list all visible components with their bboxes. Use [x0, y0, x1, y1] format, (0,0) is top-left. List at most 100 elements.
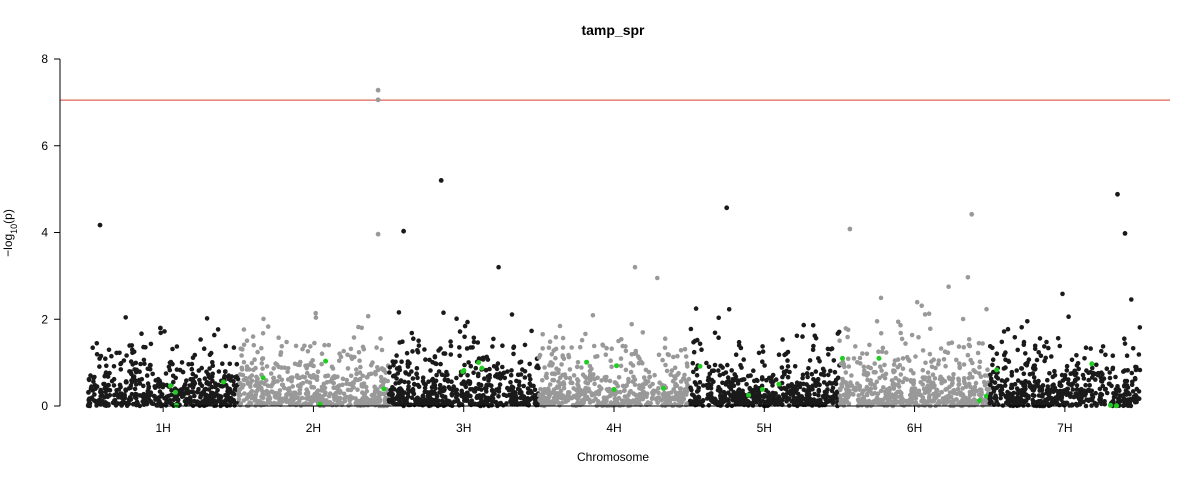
snp-point: [898, 372, 904, 377]
snp-point: [145, 366, 151, 372]
snp-point: [792, 364, 798, 369]
snp-point: [967, 393, 973, 398]
snp-point: [895, 357, 901, 362]
snp-point: [992, 380, 998, 385]
snp-point: [223, 382, 229, 388]
snp-point: [929, 364, 935, 370]
snp-point: [294, 374, 300, 379]
snp-point: [438, 361, 443, 367]
snp-point: [436, 348, 441, 353]
snp-point: [706, 403, 712, 408]
snp-point: [378, 336, 383, 341]
snp-point: [446, 398, 452, 404]
snp-point: [239, 353, 244, 358]
snp-point: [1074, 387, 1080, 392]
snp-point: [1023, 379, 1028, 384]
snp-point: [643, 367, 649, 373]
snp-point: [838, 398, 844, 403]
snp-point: [769, 399, 775, 404]
snp-point: [92, 392, 97, 397]
snp-point: [916, 335, 921, 340]
snp-point: [124, 353, 129, 358]
snp-point: [124, 403, 130, 409]
snp-point: [807, 392, 812, 397]
x-tick-label-7h: 7H: [1057, 421, 1072, 435]
snp-point: [589, 391, 595, 396]
points-6h: [837, 275, 992, 409]
snp-point: [553, 346, 559, 352]
snp-point: [1094, 362, 1099, 368]
snp-point: [455, 391, 460, 397]
snp-point: [688, 326, 694, 332]
snp-point: [832, 369, 838, 375]
snp-point: [1064, 368, 1070, 373]
snp-point: [816, 356, 821, 361]
snp-point: [840, 380, 846, 386]
snp-point: [375, 395, 380, 400]
snp-point: [163, 403, 169, 408]
snp-point: [872, 361, 877, 366]
snp-point: [939, 389, 944, 395]
snp-point: [1027, 384, 1033, 390]
snp-point: [468, 363, 474, 369]
snp-point: [442, 377, 448, 383]
y-tick-label: 0: [41, 399, 48, 413]
snp-point: [522, 342, 528, 348]
snp-point: [321, 388, 326, 394]
snp-point: [180, 394, 186, 399]
snp-point: [422, 389, 428, 395]
snp-point: [1060, 391, 1065, 397]
snp-point: [511, 351, 516, 357]
snp-point: [348, 346, 354, 352]
highlight-points-3h: [460, 360, 485, 375]
x-tick-label-2h: 2H: [306, 421, 321, 435]
snp-point: [396, 397, 401, 403]
snp-point: [399, 401, 404, 406]
snp-point: [693, 306, 699, 311]
snp-point: [242, 391, 247, 396]
snp-point: [1130, 379, 1135, 385]
snp-point: [1076, 366, 1081, 372]
snp-point: [747, 385, 753, 391]
snp-point: [158, 403, 164, 409]
snp-point: [877, 364, 883, 370]
snp-point: [1100, 371, 1105, 377]
snp-point: [1037, 336, 1043, 341]
snp-point: [1103, 386, 1108, 392]
snp-point: [267, 396, 273, 401]
snp-point: [829, 388, 835, 394]
snp-point: [845, 327, 851, 333]
snp-point: [146, 384, 152, 390]
snp-point: [725, 397, 730, 403]
snp-point: [391, 397, 396, 402]
snp-point: [637, 395, 642, 401]
snp-point: [583, 395, 588, 401]
snp-point: [145, 391, 151, 397]
snp-point: [141, 344, 146, 350]
snp-point: [731, 389, 736, 395]
snp-point: [260, 400, 266, 406]
highlight-point: [614, 363, 620, 369]
snp-point: [243, 376, 249, 381]
snp-point: [660, 357, 665, 363]
snp-point: [967, 389, 973, 395]
snp-point: [251, 342, 257, 348]
snp-point: [855, 381, 860, 386]
snp-point: [1127, 399, 1133, 405]
snp-point: [623, 348, 629, 354]
snp-point: [891, 362, 897, 367]
snp-point: [751, 387, 757, 393]
snp-point: [406, 380, 411, 385]
snp-point: [988, 382, 993, 388]
snp-point: [311, 363, 316, 369]
snp-point: [267, 400, 273, 406]
snp-point: [434, 372, 439, 378]
snp-point: [133, 395, 139, 401]
snp-point: [846, 364, 852, 369]
y-axis-label-suffix: (p): [1, 209, 15, 224]
snp-point: [1052, 368, 1057, 374]
snp-point: [758, 399, 764, 405]
snp-point: [109, 353, 114, 359]
snp-point: [500, 364, 505, 370]
snp-point: [93, 386, 98, 392]
